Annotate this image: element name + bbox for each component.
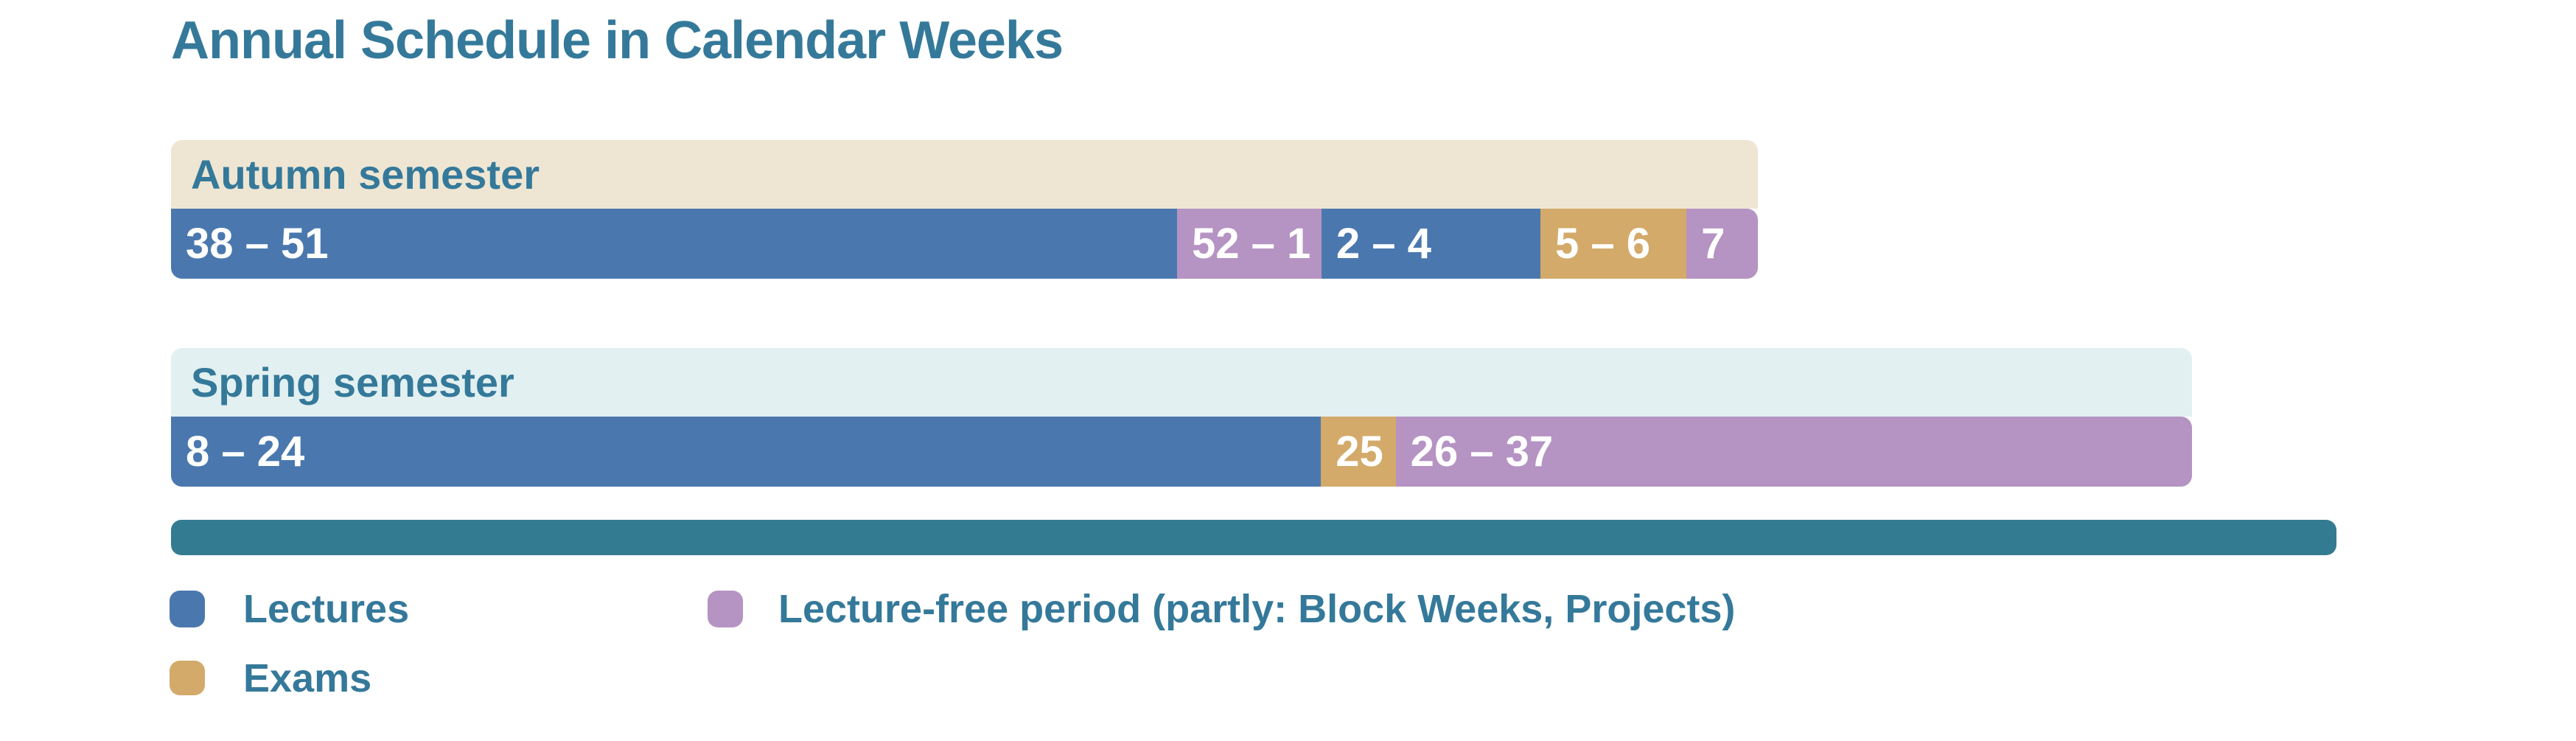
bar-segment-exams: 5 – 6 <box>1540 209 1687 279</box>
segment-label: 26 – 37 <box>1410 428 1554 476</box>
legend-label-exams: Exams <box>243 656 372 700</box>
bar-segment-lectures: 38 – 51 <box>171 209 1177 279</box>
segment-label: 8 – 24 <box>186 428 305 476</box>
segment-label: 7 <box>1701 220 1725 268</box>
bar-segment-exams: 25 <box>1321 417 1396 487</box>
legend-label-lecture-free: Lecture-free period (partly: Block Weeks… <box>778 587 1736 631</box>
bar-segment-lecture-free: 26 – 37 <box>1395 417 2192 487</box>
bar-segment-lectures: 2 – 4 <box>1321 209 1541 279</box>
bar-segment-lecture-free: 52 – 1 <box>1177 209 1322 279</box>
autumn-semester-bar: 38 – 51 52 – 1 2 – 4 5 – 6 7 <box>171 209 1758 279</box>
segment-label: 38 – 51 <box>186 220 329 268</box>
segment-label: 2 – 4 <box>1336 220 1431 268</box>
spring-semester-row: Spring semester 8 – 24 25 26 – 37 <box>171 348 2192 487</box>
segment-label: 5 – 6 <box>1555 220 1651 268</box>
segment-label: 52 – 1 <box>1192 220 1311 268</box>
bar-segment-lectures: 8 – 24 <box>171 417 1322 487</box>
chart-title: Annual Schedule in Calendar Weeks <box>171 11 1064 70</box>
spring-semester-header: Spring semester <box>171 348 2192 417</box>
year-bar <box>171 520 2336 555</box>
legend-swatch-lecture-free <box>708 591 743 627</box>
legend-swatch-exams <box>170 661 205 695</box>
segment-label: 25 <box>1336 428 1383 476</box>
autumn-semester-label: Autumn semester <box>191 151 540 198</box>
bar-segment-lecture-free: 7 <box>1686 209 1758 279</box>
spring-semester-label: Spring semester <box>191 359 514 406</box>
legend-swatch-lectures <box>170 591 205 627</box>
autumn-semester-header: Autumn semester <box>171 140 1758 209</box>
spring-semester-bar: 8 – 24 25 26 – 37 <box>171 417 2192 487</box>
autumn-semester-row: Autumn semester 38 – 51 52 – 1 2 – 4 5 –… <box>171 140 1758 279</box>
legend-label-lectures: Lectures <box>243 587 410 631</box>
